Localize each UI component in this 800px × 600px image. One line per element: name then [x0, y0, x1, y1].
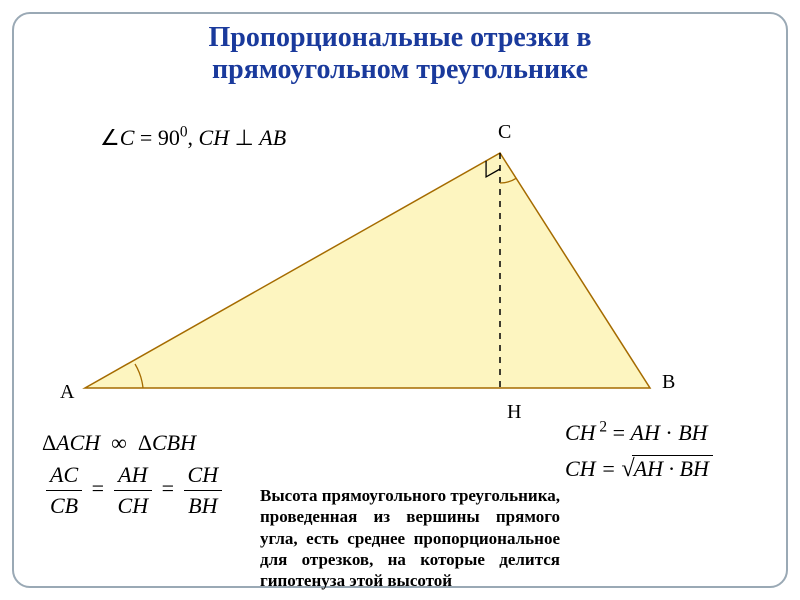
formula-given: ∠C = 900, CH ⊥ AB [100, 125, 286, 151]
formula-ch-squared: CH 2 = AH · BH [565, 420, 708, 446]
title-line-2: прямоугольном треугольнике [0, 54, 800, 86]
slide-title: Пропорциональные отрезки в прямоугольном… [0, 22, 800, 86]
triangle-figure: ABCH [30, 108, 770, 408]
svg-text:B: B [662, 371, 675, 393]
svg-text:H: H [507, 401, 521, 423]
triangle-svg: A B C H [30, 108, 730, 438]
formula-ch-sqrt: CH = √AH · BH [565, 455, 713, 483]
description-text: Высота прямоугольного треугольника, пров… [260, 485, 560, 591]
title-line-1: Пропорциональные отрезки в [0, 22, 800, 54]
svg-text:C: C [498, 121, 511, 143]
formula-ratio: ACCB = AHCH = CHBH [42, 462, 226, 519]
formula-similarity: ΔACH ∞ ΔCBH [42, 430, 196, 456]
svg-text:A: A [60, 381, 75, 403]
